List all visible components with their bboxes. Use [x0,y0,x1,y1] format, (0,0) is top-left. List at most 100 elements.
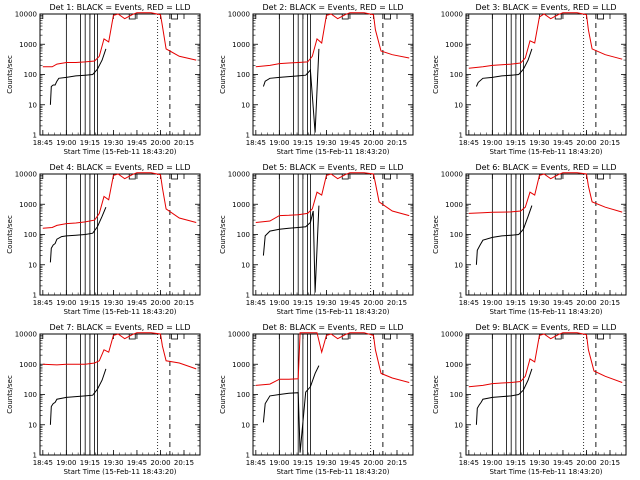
events-series-line [49,207,107,263]
x-tick-label: 19:15 [293,299,313,307]
x-tick-label: 19:30 [103,299,123,307]
y-tick-label: 10000 [441,11,463,19]
x-tick-label: 19:00 [56,459,76,467]
y-tick-label: 10 [241,261,250,269]
plot-frame [465,333,627,456]
x-tick-label: 19:00 [482,459,502,467]
x-tick-label: 19:15 [80,459,100,467]
x-tick-label: 19:00 [482,299,502,307]
y-axis-label: Counts/sec [219,375,227,414]
events-series-line [475,368,533,425]
x-tick-label: 19:30 [316,299,336,307]
panel-title: Det 8: BLACK = Events, RED = LLD [263,323,404,332]
x-tick-label: 18:45 [33,299,53,307]
x-tick-label: 19:45 [553,459,573,467]
x-tick-label: 19:00 [269,299,289,307]
x-tick-label: 19:30 [316,459,336,467]
x-tick-label: 19:30 [103,139,123,147]
x-tick-label: 19:00 [482,139,502,147]
attenuator-box [171,333,178,340]
x-tick-label: 20:15 [600,299,620,307]
x-axis-label: Start Time (15-Feb-11 18:43:20) [276,468,389,476]
y-tick-label: 1 [33,292,37,300]
x-tick-label: 18:45 [33,139,53,147]
x-axis-label: Start Time (15-Feb-11 18:43:20) [276,308,389,316]
x-tick-label: 18:45 [459,299,479,307]
attenuator-box [384,333,391,340]
x-tick-label: 20:00 [363,299,383,307]
lld-series-line [42,12,197,68]
panel-9: 1 10 100 1000 10000 18:45 19:00 19:15 19:30 19:45… [432,323,627,476]
x-axis-label: Start Time (15-Feb-11 18:43:20) [63,308,176,316]
x-tick-label: 19:00 [269,139,289,147]
y-tick-label: 1 [459,132,463,140]
x-tick-label: 19:15 [80,139,100,147]
x-tick-label: 20:00 [150,299,170,307]
x-tick-label: 19:00 [56,299,76,307]
x-tick-label: 20:00 [150,139,170,147]
x-tick-label: 19:15 [506,459,526,467]
x-tick-label: 19:45 [127,299,147,307]
y-tick-label: 10000 [228,331,250,339]
panel-title: Det 2: BLACK = Events, RED = LLD [263,3,404,12]
y-tick-label: 10 [241,101,250,109]
y-tick-label: 1 [246,292,250,300]
x-tick-label: 19:30 [103,459,123,467]
x-tick-label: 19:45 [340,139,360,147]
events-series-line [49,48,107,105]
attenuator-box [597,13,604,20]
events-series-line [262,205,320,293]
panel-title: Det 9: BLACK = Events, RED = LLD [476,323,617,332]
x-tick-label: 18:45 [246,459,266,467]
x-axis-label: Start Time (15-Feb-11 18:43:20) [489,468,602,476]
lld-series-line [255,332,410,386]
plot-frame [465,13,627,136]
y-tick-label: 10000 [15,11,37,19]
lld-series-line [42,332,197,370]
panel-title: Det 3: BLACK = Events, RED = LLD [476,3,617,12]
plot-frame [252,13,414,136]
plot-frame [39,173,201,296]
y-tick-label: 100 [237,231,250,239]
x-tick-label: 20:00 [576,299,596,307]
y-tick-label: 100 [237,71,250,79]
x-tick-label: 20:15 [387,139,407,147]
attenuator-box [171,173,178,180]
y-tick-label: 1000 [232,361,250,369]
plot-frame [252,173,414,296]
y-tick-label: 10000 [228,171,250,179]
x-tick-label: 20:15 [600,459,620,467]
y-tick-label: 100 [24,231,37,239]
events-series-line [262,365,320,453]
panel-title: Det 4: BLACK = Events, RED = LLD [50,163,191,172]
events-series-line [475,48,533,87]
x-tick-label: 20:15 [387,459,407,467]
y-tick-label: 100 [24,391,37,399]
y-tick-label: 10 [28,101,37,109]
x-tick-label: 18:45 [246,299,266,307]
y-tick-label: 1000 [19,361,37,369]
x-tick-label: 20:15 [387,299,407,307]
panel-4: 1 10 100 1000 10000 18:45 19:00 19:15 19:30 19:45… [6,163,201,316]
y-tick-label: 10 [241,421,250,429]
x-tick-label: 19:15 [293,459,313,467]
plot-frame [39,333,201,456]
panel-5: 1 10 100 1000 10000 18:45 19:00 19:15 19:30 19:45… [219,163,414,316]
x-tick-label: 19:15 [506,139,526,147]
attenuator-box [171,13,178,20]
y-tick-label: 1 [246,132,250,140]
x-axis-label: Start Time (15-Feb-11 18:43:20) [489,148,602,156]
x-tick-label: 19:15 [80,299,100,307]
x-tick-label: 19:00 [56,139,76,147]
y-tick-label: 10000 [441,171,463,179]
y-tick-label: 1 [459,292,463,300]
y-tick-label: 1 [246,452,250,460]
x-axis-label: Start Time (15-Feb-11 18:43:20) [63,468,176,476]
x-tick-label: 18:45 [246,139,266,147]
y-tick-label: 10000 [441,331,463,339]
lld-series-line [42,172,197,229]
y-tick-label: 100 [450,71,463,79]
y-tick-label: 1 [33,452,37,460]
y-axis-label: Counts/sec [432,55,440,94]
